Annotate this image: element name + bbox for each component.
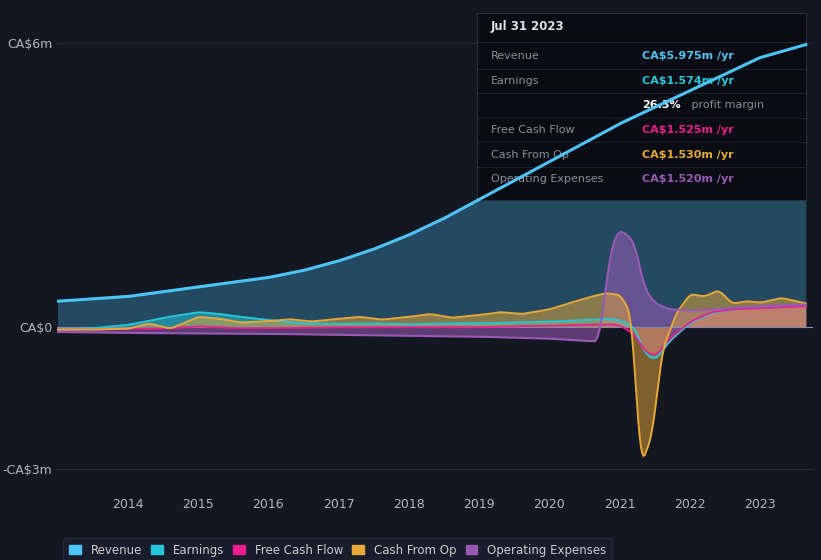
- Legend: Revenue, Earnings, Free Cash Flow, Cash From Op, Operating Expenses: Revenue, Earnings, Free Cash Flow, Cash …: [63, 538, 612, 560]
